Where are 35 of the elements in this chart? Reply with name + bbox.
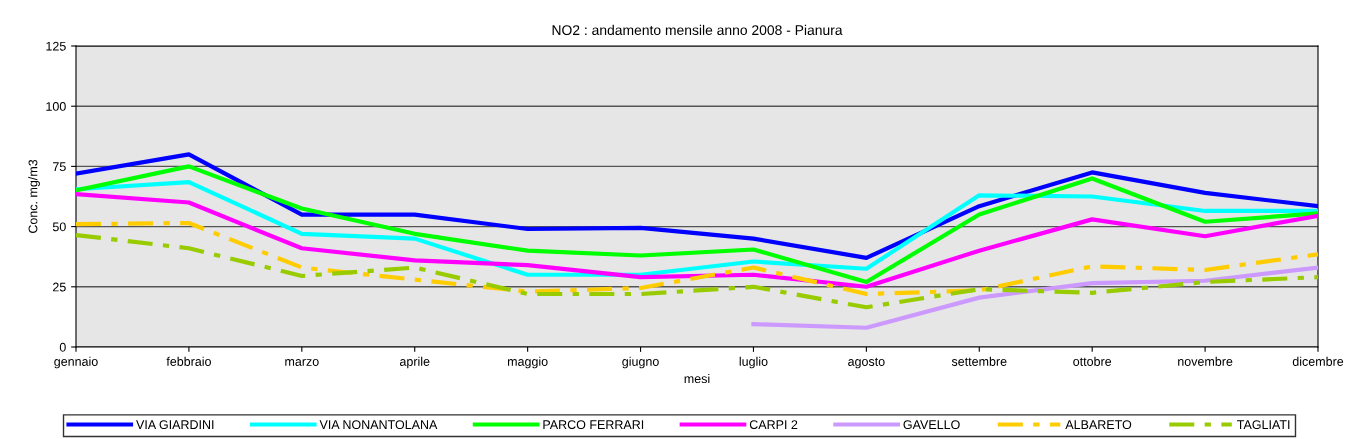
x-tick-label: ottobre [1073, 356, 1112, 366]
x-tick-label: agosto [848, 357, 885, 369]
line-series [76, 192, 1318, 289]
legend-label: CARPI 2 [749, 420, 798, 430]
y-tick-label: 75 [53, 162, 66, 172]
legend-label: TAGLIATI [1237, 420, 1290, 430]
line-series [76, 152, 1318, 260]
x-tick-label: dicembre [1292, 356, 1344, 366]
y-tick-label: 50 [52, 222, 66, 232]
x-tick-label: novembre [1178, 356, 1233, 366]
line-series [76, 179, 1318, 277]
x-tick-label: febbraio [166, 356, 211, 366]
legend-label: VIA GIARDINI [136, 420, 214, 430]
line-series [76, 220, 1318, 297]
x-tick-label: giugno [622, 356, 659, 369]
x-tick-label: maggio [507, 356, 548, 369]
x-tick-label: marzo [285, 359, 319, 366]
x-tick-label: aprile [399, 356, 430, 369]
chart-title: NO2 : andamento mensile anno 2008 - Pianura [552, 24, 843, 36]
legend-label: GAVELLO [903, 420, 960, 430]
x-tick-label: luglio [739, 356, 768, 369]
y-tick-label: 125 [46, 41, 66, 51]
x-axis-title: mesi [684, 373, 710, 384]
y-tick-label: 100 [46, 102, 66, 111]
line-series [76, 164, 1318, 285]
x-tick-label: gennaio [54, 356, 98, 369]
y-tick-label: 0 [59, 342, 66, 352]
legend-label: VIA NONANTOLANA [319, 420, 438, 430]
y-tick-label: 25 [53, 282, 66, 292]
line-series [751, 265, 1318, 330]
y-axis-title: Conc. mg/m3 [28, 159, 40, 234]
x-tick-label: settembre [951, 356, 1007, 366]
legend-label: PARCO FERRARI [543, 420, 644, 430]
line-series [76, 232, 1318, 310]
legend-label: ALBARETO [1065, 420, 1132, 430]
